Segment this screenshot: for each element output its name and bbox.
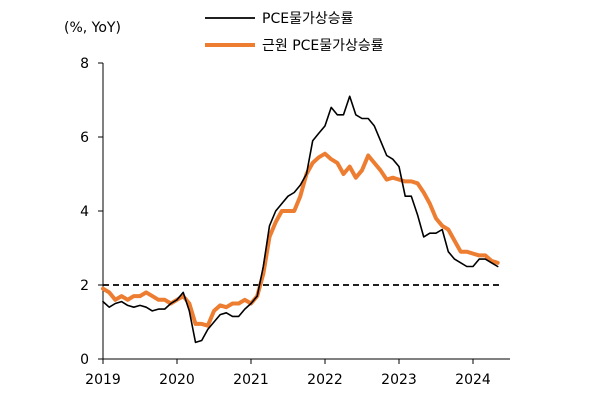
x-tick-label: 2023: [381, 372, 417, 388]
axes: 0 2 4 6 8 2019 2020 2021 2022 2023 2024: [80, 56, 510, 388]
series-lines: [101, 95, 500, 344]
y-tick-label: 0: [80, 352, 89, 368]
legend-label-pce: PCE물가상승률: [262, 11, 354, 27]
legend-label-core-pce: 근원 PCE물가상승률: [262, 38, 384, 54]
y-tick-label: 6: [80, 130, 89, 146]
x-tick-label: 2024: [455, 372, 491, 388]
x-tick-label: 2019: [85, 372, 121, 388]
y-tick-label: 2: [80, 278, 89, 294]
y-tick-label: 8: [80, 56, 89, 72]
y-tick-label: 4: [80, 204, 89, 220]
series-line-pce: [102, 95, 499, 344]
series-line-core-pce: [101, 151, 500, 328]
y-unit-label: (%, YoY): [64, 20, 121, 36]
legend: PCE물가상승률 근원 PCE물가상승률: [205, 11, 384, 54]
x-tick-label: 2022: [307, 372, 343, 388]
x-tick-label: 2021: [233, 372, 269, 388]
x-tick-label: 2020: [159, 372, 195, 388]
